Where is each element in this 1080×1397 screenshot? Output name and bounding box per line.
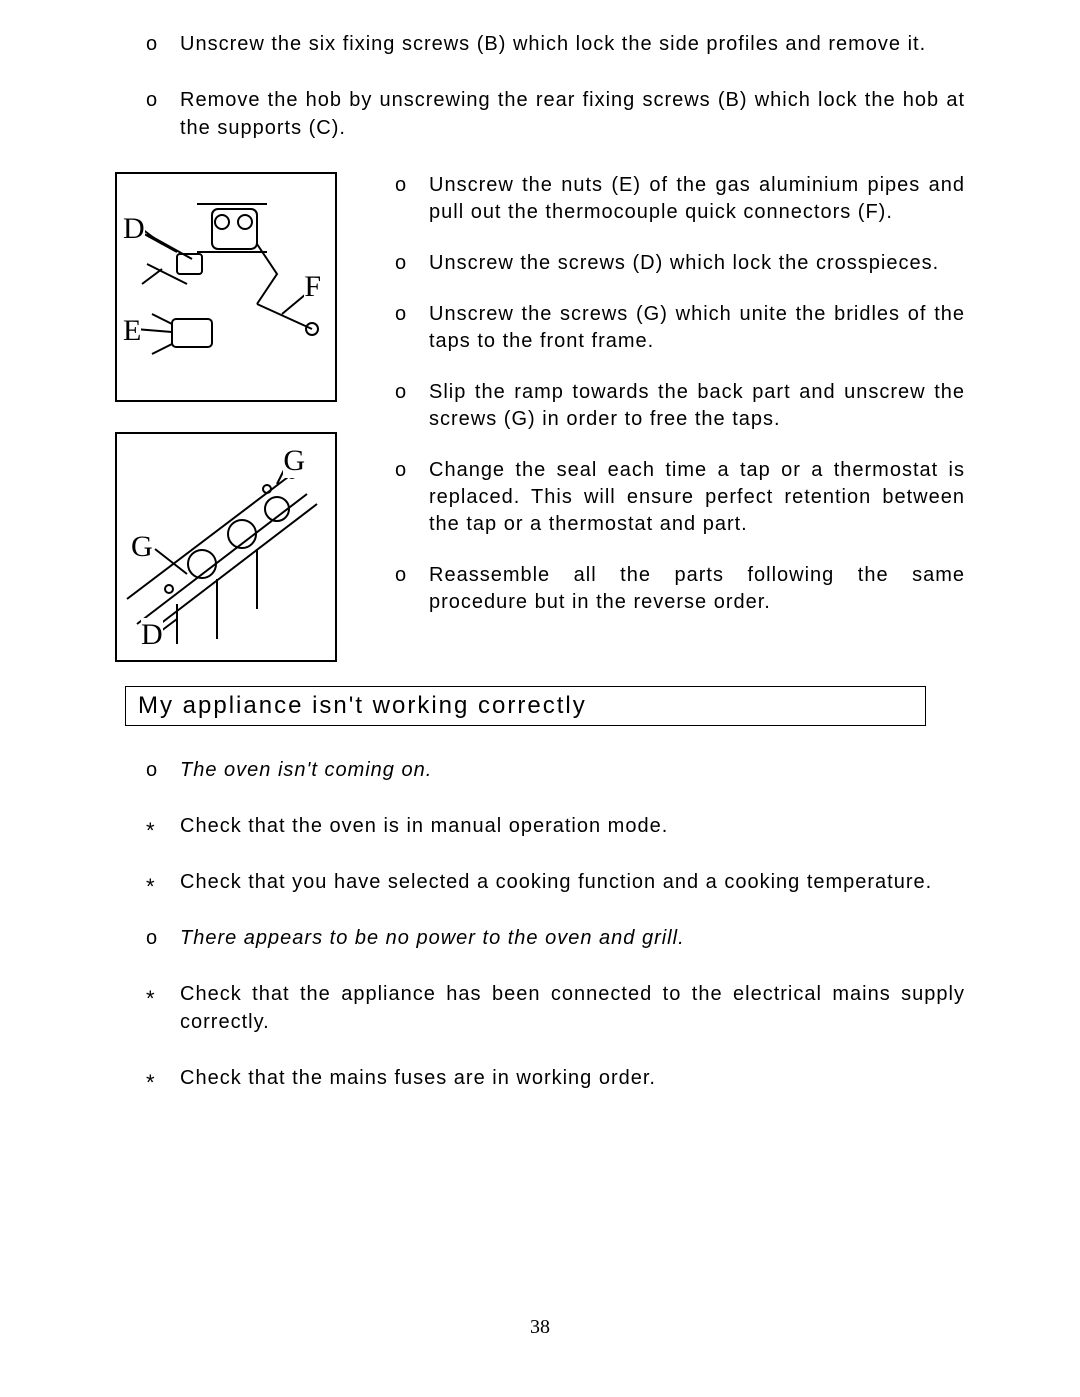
manual-page: Unscrew the six fixing screws (B) which … <box>0 0 1080 1397</box>
figure-ggd: G G D <box>115 432 337 662</box>
step-item: Change the seal each time a tap or a the… <box>429 457 965 538</box>
step-text: Remove the hob by unscrewing the rear fi… <box>180 89 965 139</box>
step-text: Unscrew the screws (D) which lock the cr… <box>429 252 939 274</box>
mid-steps-column: Unscrew the nuts (E) of the gas aluminiu… <box>375 172 965 662</box>
figure-and-steps-row: D E F <box>115 172 965 662</box>
trouble-symptom: The oven isn't coming on. <box>180 756 965 784</box>
step-text: Slip the ramp towards the back part and … <box>429 381 965 430</box>
trouble-text: Check that the mains fuses are in workin… <box>180 1067 656 1089</box>
figure-def: D E F <box>115 172 337 402</box>
section-heading: My appliance isn't working correctly <box>125 686 926 726</box>
figure-label-g-top: G <box>283 444 305 478</box>
trouble-text: Check that you have selected a cooking f… <box>180 871 932 893</box>
step-text: Reassemble all the parts following the s… <box>429 564 965 613</box>
figure-def-svg <box>117 174 335 400</box>
step-text: Unscrew the screws (G) which unite the b… <box>429 303 965 352</box>
trouble-text: There appears to be no power to the oven… <box>180 927 685 949</box>
trouble-check: Check that the oven is in manual operati… <box>180 812 965 840</box>
page-number-text: 38 <box>530 1316 550 1338</box>
figure-label-g-left: G <box>131 530 153 564</box>
figure-label-d-bottom: D <box>141 618 163 652</box>
step-item: Reassemble all the parts following the s… <box>429 562 965 616</box>
step-item: Unscrew the six fixing screws (B) which … <box>180 30 965 58</box>
figures-column: D E F <box>115 172 345 662</box>
trouble-check: Check that the appliance has been connec… <box>180 980 965 1036</box>
mid-steps-list: Unscrew the nuts (E) of the gas aluminiu… <box>375 172 965 616</box>
trouble-symptom: There appears to be no power to the oven… <box>180 924 965 952</box>
trouble-check: Check that you have selected a cooking f… <box>180 868 965 896</box>
step-text: Unscrew the nuts (E) of the gas aluminiu… <box>429 174 965 223</box>
step-item: Unscrew the screws (G) which unite the b… <box>429 301 965 355</box>
step-text: Unscrew the six fixing screws (B) which … <box>180 33 926 55</box>
section-heading-text: My appliance isn't working correctly <box>138 692 587 719</box>
step-item: Unscrew the screws (D) which lock the cr… <box>429 250 965 277</box>
trouble-text: The oven isn't coming on. <box>180 759 432 781</box>
step-item: Slip the ramp towards the back part and … <box>429 379 965 433</box>
troubleshoot-list: The oven isn't coming on. Check that the… <box>115 756 965 1092</box>
figure-label-d: D <box>123 212 145 246</box>
figure-label-e: E <box>123 314 141 348</box>
figure-label-f: F <box>304 270 321 304</box>
step-item: Remove the hob by unscrewing the rear fi… <box>180 86 965 142</box>
trouble-text: Check that the oven is in manual operati… <box>180 815 668 837</box>
top-steps-list: Unscrew the six fixing screws (B) which … <box>115 30 965 142</box>
step-text: Change the seal each time a tap or a the… <box>429 459 965 535</box>
trouble-text: Check that the appliance has been connec… <box>180 983 965 1033</box>
step-item: Unscrew the nuts (E) of the gas aluminiu… <box>429 172 965 226</box>
trouble-check: Check that the mains fuses are in workin… <box>180 1064 965 1092</box>
page-number: 38 <box>0 1316 1080 1339</box>
